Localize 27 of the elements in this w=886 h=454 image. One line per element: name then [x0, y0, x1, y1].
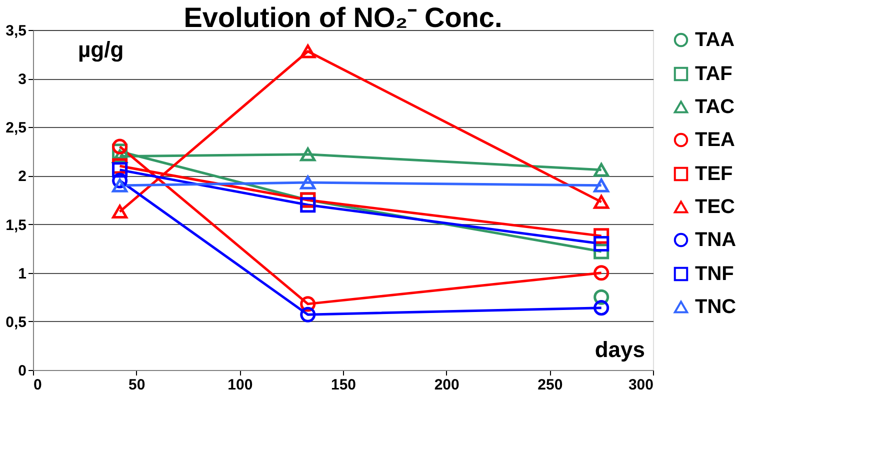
y-tick-label: 0: [18, 362, 26, 380]
legend-label: TEF: [695, 163, 733, 185]
chart-title: Evolution of NO₂⁻ Conc.: [184, 2, 502, 33]
y-tick-label: 3,5: [6, 22, 26, 40]
x-tick-label: 200: [434, 376, 460, 394]
legend-label: TEA: [695, 129, 735, 151]
x-tick-label: 50: [128, 376, 146, 394]
legend-label: TAA: [695, 29, 735, 51]
x-axis-title: days: [594, 337, 645, 362]
legend-label: TEC: [695, 196, 735, 218]
y-tick-label: 3: [18, 71, 26, 88]
y-tick-label: 1: [18, 265, 26, 282]
y-tick-label: 0,5: [6, 314, 26, 331]
y-tick-label: 1,5: [6, 216, 26, 234]
x-tick-label: 150: [330, 376, 356, 394]
y-tick-label: 2,5: [6, 120, 26, 137]
y-axis-title: µg/g: [78, 37, 124, 62]
legend-label: TAF: [695, 63, 732, 85]
x-tick-label: 100: [228, 376, 253, 394]
x-tick-label: 300: [628, 376, 654, 394]
y-tick-label: 2: [18, 168, 26, 186]
legend-label: TNC: [695, 296, 736, 318]
legend-label: TAC: [695, 96, 735, 118]
x-tick-label: 250: [538, 376, 563, 394]
legend-label: TNF: [695, 263, 734, 285]
legend-label: TNA: [695, 229, 736, 251]
x-tick-label: 0: [34, 376, 42, 394]
